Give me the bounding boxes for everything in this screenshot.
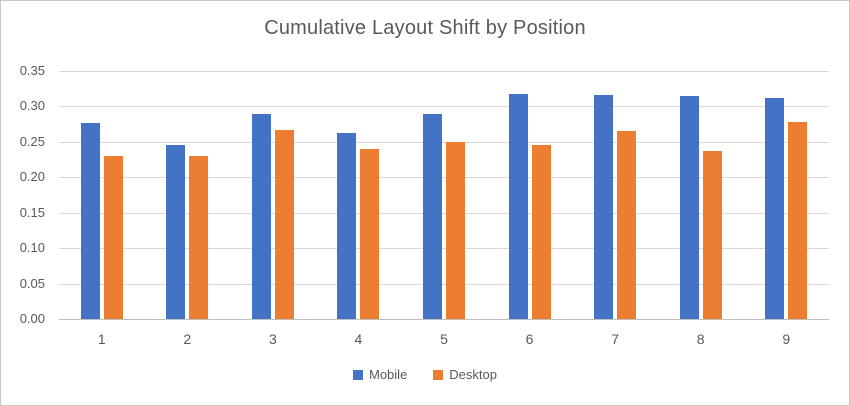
bar-mobile-pos-9 [765, 97, 785, 319]
gridline [59, 212, 829, 214]
gridline [59, 248, 829, 250]
x-axis-tick-label: 6 [525, 331, 534, 347]
legend: Mobile Desktop [1, 367, 849, 382]
x-axis-tick-label: 3 [268, 331, 277, 347]
x-axis-tick-label: 1 [97, 331, 106, 347]
legend-label: Mobile [369, 367, 408, 382]
legend-item-desktop: Desktop [433, 367, 497, 382]
x-axis-tick-label: 4 [354, 331, 363, 347]
bar-desktop-pos-2 [189, 156, 209, 319]
bar-desktop-pos-9 [788, 122, 808, 319]
y-axis-tick-label: 0.05 [19, 275, 45, 291]
gridline [59, 283, 829, 285]
bar-desktop-pos-5 [446, 141, 465, 319]
bar-desktop-pos-3 [274, 129, 294, 319]
y-axis-tick-label: 0.25 [19, 133, 45, 149]
x-axis-tick-label: 7 [611, 331, 619, 347]
legend-item-mobile: Mobile [353, 367, 407, 382]
x-axis-line [59, 319, 829, 320]
bar-mobile-pos-8 [679, 95, 699, 319]
bar-desktop-pos-6 [531, 144, 551, 319]
bar-desktop-pos-7 [617, 131, 637, 319]
legend-label: Desktop [449, 367, 497, 382]
gridline [59, 106, 829, 108]
gridline [59, 71, 829, 72]
gridline [59, 177, 829, 179]
x-axis-tick-label: 2 [183, 331, 192, 347]
gridline [59, 141, 829, 143]
bar-mobile-pos-3 [251, 114, 271, 319]
legend-swatch-desktop [433, 369, 444, 380]
bar-desktop-pos-1 [103, 156, 123, 319]
bar-mobile-pos-6 [508, 94, 528, 319]
y-axis-tick-label: 0.30 [19, 98, 45, 114]
bar-mobile-pos-2 [166, 144, 186, 319]
chart-title: Cumulative Layout Shift by Position [264, 17, 586, 39]
x-axis-tick-label: 8 [696, 331, 705, 347]
bar-mobile-pos-7 [594, 95, 614, 319]
bar-mobile-pos-1 [80, 123, 100, 319]
y-axis-tick-label: 0.15 [19, 204, 45, 220]
y-axis-tick-label: 0.35 [19, 63, 45, 78]
bar-mobile-pos-4 [337, 132, 357, 319]
bar-desktop-pos-8 [702, 151, 722, 319]
bar-mobile-pos-5 [423, 114, 442, 319]
x-axis-tick-label: 5 [440, 331, 448, 347]
y-axis-tick-label: 0.10 [19, 240, 45, 256]
y-axis-tick-label: 0.20 [19, 169, 45, 185]
y-axis-tick-label: 0.00 [19, 311, 45, 326]
x-axis-tick-label: 9 [782, 331, 791, 347]
bar-desktop-pos-4 [360, 148, 380, 319]
legend-swatch-mobile [353, 369, 363, 380]
